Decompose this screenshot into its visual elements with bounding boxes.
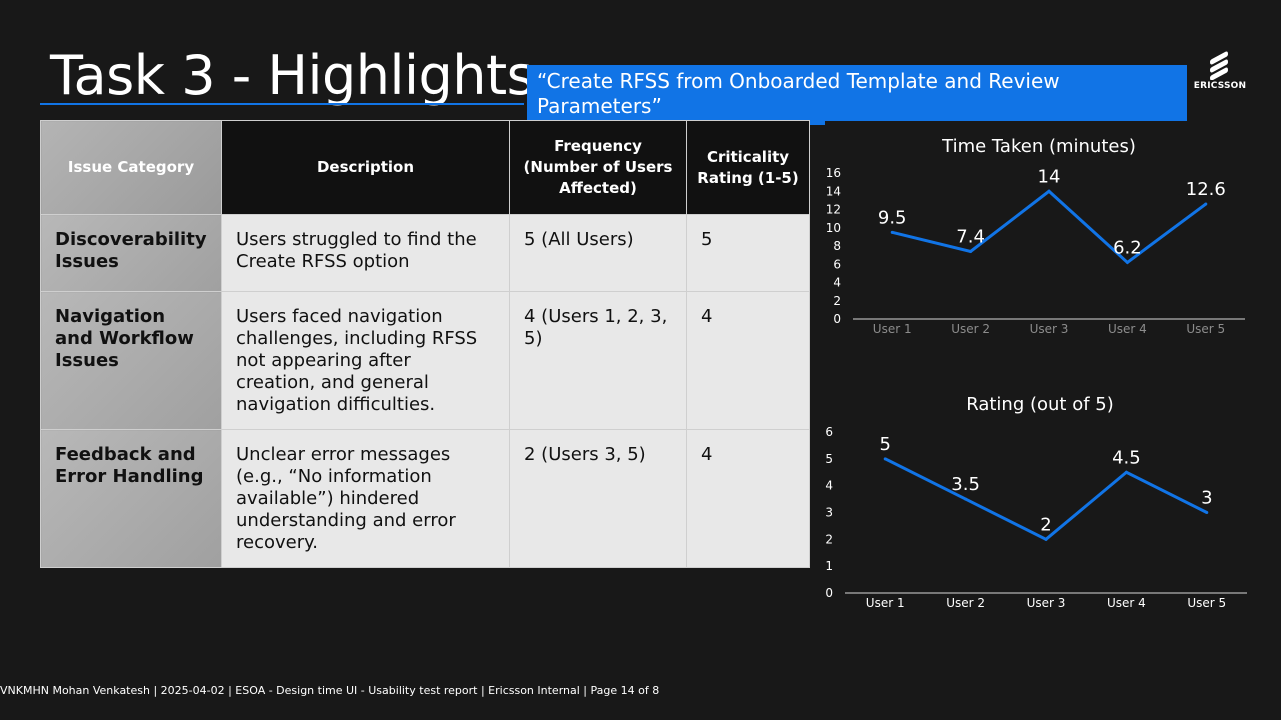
rating-chart: Rating (out of 5) 0 1 2 3 4 5 6 User 1 User 2 User…	[825, 394, 1247, 610]
data-label: 14	[1038, 166, 1061, 187]
data-point	[969, 249, 973, 253]
y-tick-label: 4	[833, 276, 841, 290]
time-taken-chart: Time Taken (minutes) 0 2 4 6 8 10 12 14 16 User 1 U…	[826, 136, 1245, 336]
data-point	[964, 497, 968, 501]
logo-wordmark: ERICSSON	[1193, 81, 1247, 91]
series-line	[891, 189, 1207, 265]
data-point	[1125, 260, 1129, 264]
x-tick-label: User 2	[946, 596, 985, 610]
title-underline	[40, 103, 524, 105]
cell-criticality: 4	[686, 429, 810, 568]
y-tick-label: 6	[833, 257, 841, 271]
y-tick-label: 1	[825, 559, 833, 573]
y-tick-label: 6	[825, 425, 833, 439]
data-point	[1047, 189, 1051, 193]
chart-title: Time Taken (minutes)	[941, 136, 1136, 157]
data-label: 5	[879, 434, 890, 455]
x-tick-label: User 5	[1186, 322, 1225, 336]
y-tick-label: 10	[826, 221, 841, 235]
data-label: 2	[1040, 514, 1051, 535]
y-tick-label: 14	[826, 184, 841, 198]
subtitle-banner: “Create RFSS from Onboarded Template and…	[527, 65, 1187, 121]
table-row: Feedback and Error Handling Unclear erro…	[40, 429, 810, 568]
x-tick-label: User 5	[1187, 596, 1226, 610]
y-tick-label: 4	[825, 479, 833, 493]
data-label: 7.4	[956, 226, 985, 247]
y-tick-label: 3	[825, 506, 833, 520]
cell-category: Discoverability Issues	[40, 214, 222, 292]
data-label: 3	[1201, 488, 1212, 509]
cell-description: Unclear error messages (e.g., “No inform…	[221, 429, 510, 568]
data-label: 6.2	[1113, 237, 1142, 258]
data-point	[883, 457, 887, 461]
ericsson-logo: ERICSSON	[1192, 48, 1248, 94]
x-tick-label: User 1	[866, 596, 905, 610]
data-label: 9.5	[878, 207, 907, 228]
header-criticality: Criticality Rating (1-5)	[686, 120, 810, 215]
table-row: Navigation and Workflow Issues Users fac…	[40, 291, 810, 430]
y-tick-label: 8	[833, 239, 841, 253]
cell-category: Navigation and Workflow Issues	[40, 291, 222, 430]
x-tick-label: User 2	[951, 322, 990, 336]
ericsson-logo-icon	[1210, 51, 1228, 81]
footer-text: VNKMHN Mohan Venkatesh | 2025-04-02 | ES…	[0, 684, 660, 697]
x-tick-label: User 3	[1030, 322, 1069, 336]
cell-criticality: 5	[686, 214, 810, 292]
issues-table: Issue Category Description Frequency (Nu…	[40, 120, 810, 568]
data-point	[1044, 537, 1048, 541]
y-tick-label: 0	[825, 586, 833, 600]
x-tick-label: User 1	[873, 322, 912, 336]
header-description: Description	[221, 120, 510, 215]
y-tick-label: 12	[826, 203, 841, 217]
chart-title: Rating (out of 5)	[966, 394, 1114, 415]
data-point	[1204, 202, 1208, 206]
slide-title: Task 3 - Highlights	[50, 44, 535, 107]
x-tick-label: User 4	[1107, 596, 1146, 610]
cell-category: Feedback and Error Handling	[40, 429, 222, 568]
cell-description: Users struggled to find the Create RFSS …	[221, 214, 510, 292]
y-tick-label: 2	[825, 532, 833, 546]
cell-frequency: 4 (Users 1, 2, 3, 5)	[509, 291, 687, 430]
x-tick-label: User 4	[1108, 322, 1147, 336]
data-point	[1124, 470, 1128, 474]
y-tick-label: 16	[826, 166, 841, 180]
header-frequency: Frequency (Number of Users Affected)	[509, 120, 687, 215]
data-label: 3.5	[951, 474, 980, 495]
table-header-row: Issue Category Description Frequency (Nu…	[40, 120, 810, 215]
data-label: 4.5	[1112, 447, 1141, 468]
header-issue-category: Issue Category	[40, 120, 222, 215]
data-point	[890, 230, 894, 234]
x-tick-label: User 3	[1027, 596, 1066, 610]
data-label: 12.6	[1186, 179, 1226, 200]
subtitle-text: “Create RFSS from Onboarded Template and…	[537, 69, 1060, 118]
cell-frequency: 5 (All Users)	[509, 214, 687, 292]
table-row: Discoverability Issues Users struggled t…	[40, 214, 810, 292]
y-tick-label: 5	[825, 452, 833, 466]
cell-description: Users faced navigation challenges, inclu…	[221, 291, 510, 430]
y-tick-label: 0	[833, 312, 841, 326]
y-tick-label: 2	[833, 294, 841, 308]
cell-criticality: 4	[686, 291, 810, 430]
cell-frequency: 2 (Users 3, 5)	[509, 429, 687, 568]
data-point	[1205, 511, 1209, 514]
